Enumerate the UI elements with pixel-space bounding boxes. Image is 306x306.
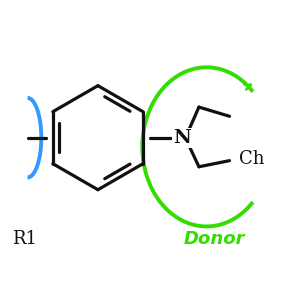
Text: N: N (173, 129, 191, 147)
Text: Donor: Donor (184, 230, 245, 248)
Text: R1: R1 (12, 230, 37, 248)
Text: Ch: Ch (239, 150, 264, 168)
